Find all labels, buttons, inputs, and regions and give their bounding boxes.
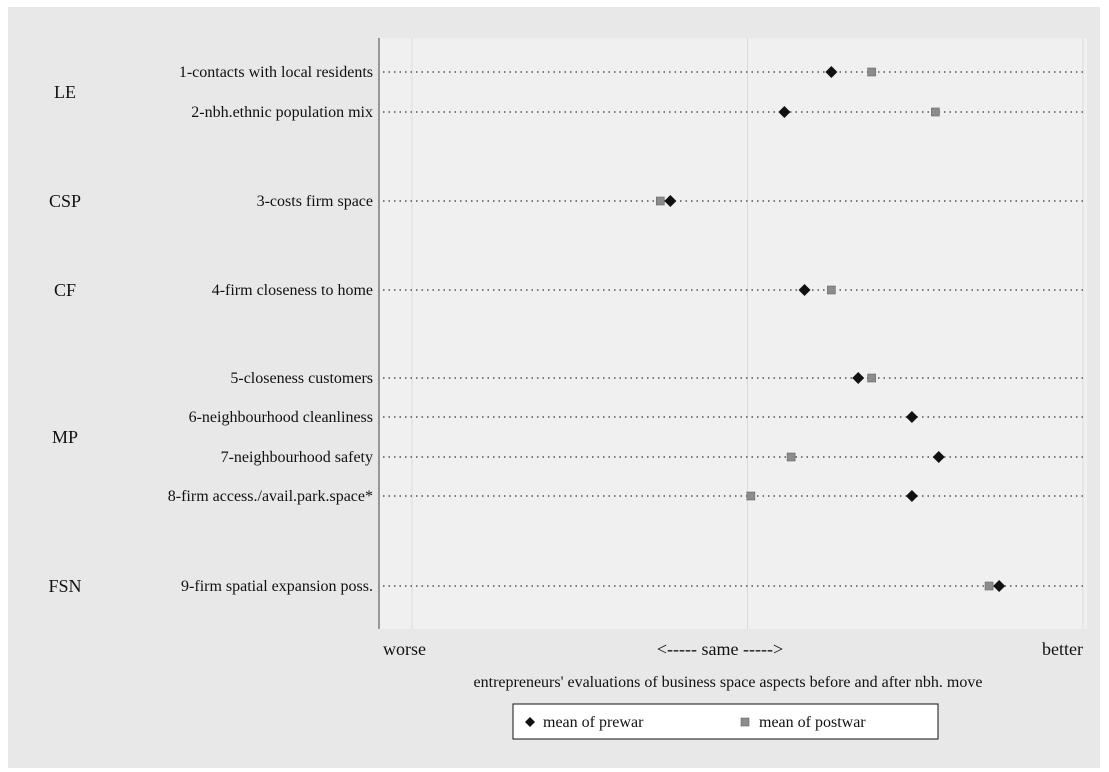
item-label-3: 3-costs firm space	[257, 193, 373, 210]
item-label-8: 8-firm access./avail.park.space*	[168, 488, 373, 505]
item-label-2: 2-nbh.ethnic population mix	[191, 104, 373, 121]
postwar-point-4	[827, 285, 836, 295]
postwar-point-7	[786, 452, 796, 462]
prewar-point-3	[664, 195, 677, 207]
legend-prewar-marker	[525, 717, 535, 727]
legend: mean of prewar mean of postwar	[512, 703, 939, 740]
postwar-point-2	[931, 107, 940, 117]
group-label-cf: CF	[54, 280, 76, 300]
prewar-point-5	[852, 372, 865, 384]
prewar-point-4	[798, 284, 811, 296]
group-label-fsn: FSN	[48, 576, 81, 596]
plot-area	[379, 38, 1087, 629]
item-label-1: 1-contacts with local residents	[179, 64, 373, 81]
prewar-point-1	[825, 66, 838, 78]
group-label-mp: MP	[52, 427, 78, 447]
x-tick-label-better: better	[1042, 639, 1083, 659]
prewar-point-9	[993, 580, 1006, 592]
legend-postwar-label: mean of postwar	[759, 714, 866, 731]
item-label-4: 4-firm closeness to home	[212, 282, 373, 299]
prewar-point-7	[932, 451, 945, 463]
x-tick-label-same: <----- same ----->	[657, 639, 783, 659]
group-label-csp: CSP	[49, 191, 81, 211]
postwar-point-5	[867, 373, 876, 383]
postwar-point-9	[984, 581, 994, 591]
prewar-point-2	[778, 106, 791, 118]
postwar-point-3	[655, 196, 665, 206]
legend-postwar-marker	[740, 717, 750, 727]
x-axis-title: entrepreneurs' evaluations of business s…	[474, 674, 983, 691]
item-label-6: 6-neighbourhood cleanliness	[189, 409, 373, 426]
group-label-le: LE	[54, 82, 76, 102]
legend-box	[512, 703, 939, 740]
item-label-5: 5-closeness customers	[230, 370, 373, 387]
postwar-point-8	[746, 491, 756, 501]
prewar-point-8	[905, 490, 918, 502]
item-label-9: 9-firm spatial expansion poss.	[181, 578, 373, 595]
item-label-7: 7-neighbourhood safety	[221, 449, 373, 466]
postwar-point-1	[867, 67, 876, 77]
chart-figure: 1-contacts with local residents 2-nbh.eth…	[8, 7, 1100, 768]
x-tick-label-worse: worse	[383, 639, 426, 659]
prewar-point-6	[905, 411, 918, 423]
chart-svg: 1-contacts with local residents 2-nbh.eth…	[48, 38, 1087, 740]
legend-prewar-label: mean of prewar	[543, 714, 644, 731]
